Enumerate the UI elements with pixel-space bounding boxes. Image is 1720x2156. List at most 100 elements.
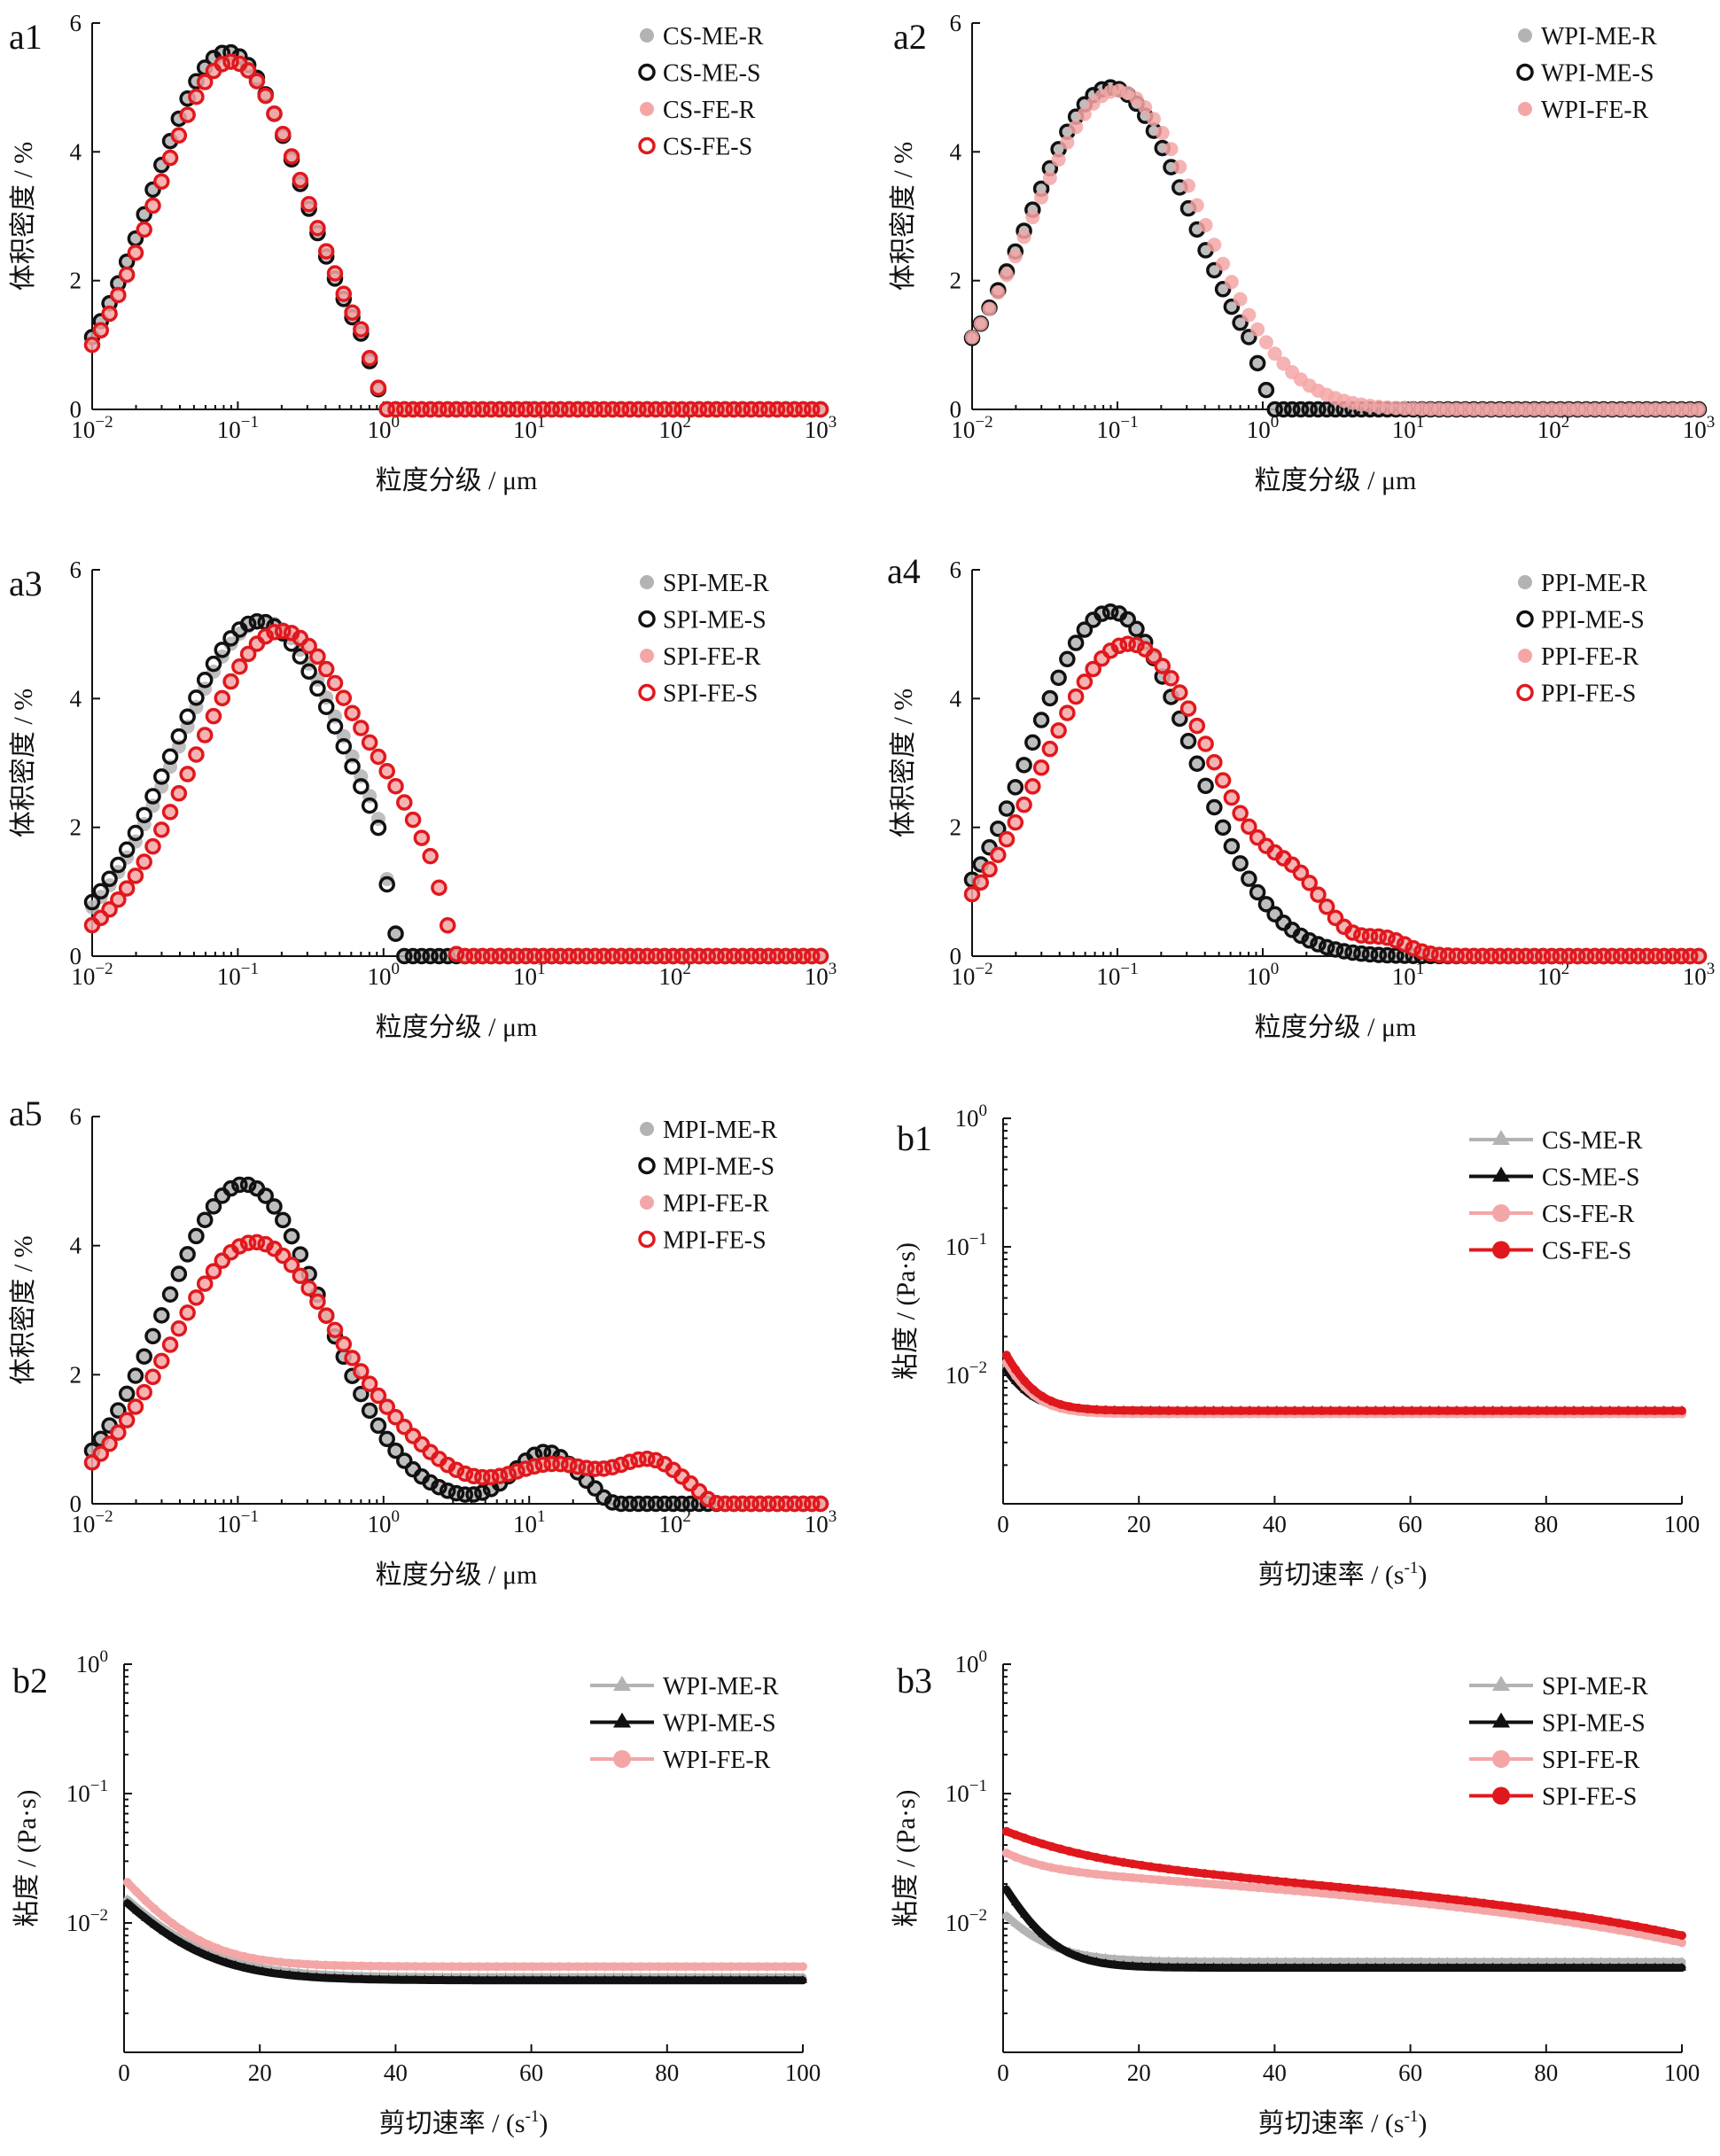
data-point-SPI-FE-R bbox=[1362, 1893, 1372, 1903]
data-point-PPI-FE-S bbox=[1560, 947, 1577, 965]
data-point-SPI-ME-S bbox=[179, 708, 196, 726]
data-point-SPI-FE-S bbox=[1343, 1883, 1353, 1893]
y-tick-label-a3: 0 bbox=[70, 943, 82, 969]
data-point-MPI-FE-S bbox=[300, 1280, 317, 1296]
data-point-CS-FE-S bbox=[1263, 1405, 1272, 1415]
legend-item-CS-ME-R: CS-ME-R bbox=[640, 23, 764, 51]
data-point-SPI-FE-S bbox=[1236, 1872, 1246, 1882]
data-point-MPI-FE-R bbox=[336, 1336, 351, 1351]
data-point-MPI-ME-S bbox=[439, 1483, 456, 1499]
data-point-WPI-ME-S bbox=[249, 1964, 259, 1973]
data-point-CS-FE-S bbox=[786, 401, 803, 418]
data-point-SPI-ME-S bbox=[1416, 1962, 1426, 1971]
data-point-WPI-FE-R bbox=[1025, 210, 1040, 225]
data-point-PPI-ME-S bbox=[1197, 777, 1214, 795]
data-point-MPI-ME-S bbox=[587, 1480, 603, 1497]
data-point-MPI-FE-S bbox=[534, 1456, 552, 1474]
data-point-PPI-FE-R bbox=[1042, 742, 1057, 757]
legend-marker bbox=[1492, 1204, 1510, 1222]
data-point-CS-FE-R bbox=[180, 107, 195, 122]
x-tick-label-a2: 103 bbox=[1683, 413, 1716, 443]
legend-item-SPI-FE-R: SPI-FE-R bbox=[1469, 1747, 1640, 1774]
data-point-MPI-ME-S bbox=[474, 1484, 491, 1501]
data-point-CS-FE-S bbox=[292, 171, 309, 189]
data-point-WPI-FE-R bbox=[195, 1935, 205, 1945]
data-point-SPI-FE-R bbox=[214, 690, 230, 705]
data-point-SPI-FE-S bbox=[1335, 1882, 1344, 1892]
data-point-CS-FE-R bbox=[198, 74, 213, 90]
data-point-SPI-FE-S bbox=[1596, 1915, 1606, 1925]
data-point-WPI-ME-S bbox=[455, 1974, 465, 1983]
data-point-PPI-FE-S bbox=[1301, 875, 1318, 891]
data-point-SPI-FE-S bbox=[1407, 1890, 1417, 1900]
series-SPI-FE-R bbox=[1001, 1849, 1686, 1948]
data-point-SPI-FE-S bbox=[1659, 1926, 1669, 1936]
data-point-MPI-FE-S bbox=[283, 1257, 300, 1273]
data-point-SPI-FE-R bbox=[1335, 1890, 1344, 1900]
panel-label-a5: a5 bbox=[9, 1094, 43, 1133]
data-point-WPI-FE-R bbox=[455, 1962, 465, 1972]
data-point-SPI-ME-R bbox=[1128, 1955, 1138, 1964]
data-point-WPI-ME-S bbox=[492, 1974, 502, 1983]
data-point-CS-FE-S bbox=[1001, 1350, 1011, 1360]
data-point-MPI-FE-R bbox=[180, 1305, 195, 1320]
data-point-PPI-FE-R bbox=[1034, 760, 1049, 775]
data-point-CS-FE-S bbox=[448, 401, 465, 418]
data-point-PPI-FE-S bbox=[1508, 947, 1526, 965]
y-tick-label-a4: 2 bbox=[950, 814, 962, 841]
data-point-SPI-FE-S bbox=[1128, 1859, 1138, 1869]
data-point-PPI-FE-S bbox=[1638, 947, 1655, 965]
data-point-SPI-FE-R bbox=[1317, 1888, 1327, 1898]
data-point-SPI-FE-S bbox=[231, 658, 248, 675]
x-tick-label-a4: 101 bbox=[1392, 960, 1425, 990]
data-point-SPI-ME-S bbox=[1353, 1962, 1363, 1971]
data-point-SPI-FE-S bbox=[127, 868, 144, 884]
data-point-CS-FE-S bbox=[1641, 1405, 1651, 1415]
data-point-PPI-FE-S bbox=[1318, 899, 1335, 915]
data-point-MPI-FE-R bbox=[128, 1399, 143, 1414]
data-point-SPI-FE-R bbox=[319, 662, 334, 677]
data-point-SPI-ME-S bbox=[1641, 1962, 1651, 1971]
data-point-CS-FE-S bbox=[1280, 1405, 1290, 1415]
data-point-CS-FE-S bbox=[1299, 1405, 1309, 1415]
data-point-WPI-ME-S bbox=[654, 1974, 664, 1983]
data-point-SPI-FE-S bbox=[812, 947, 829, 965]
data-point-MPI-ME-S bbox=[665, 1495, 681, 1513]
data-point-SPI-FE-S bbox=[560, 947, 578, 965]
data-point-SPI-FE-S bbox=[1515, 1903, 1525, 1912]
data-point-MPI-FE-S bbox=[170, 1320, 188, 1337]
data-point-SPI-ME-S bbox=[1335, 1962, 1344, 1971]
data-point-SPI-ME-S bbox=[1010, 1897, 1020, 1906]
data-point-WPI-FE-R bbox=[141, 1895, 151, 1905]
data-point-PPI-FE-S bbox=[998, 830, 1016, 848]
data-point-SPI-ME-S bbox=[196, 672, 214, 689]
legend-label: CS-ME-R bbox=[663, 23, 764, 51]
data-point-MPI-FE-S bbox=[101, 1436, 118, 1452]
legend-label: SPI-FE-R bbox=[663, 643, 761, 671]
data-point-SPI-FE-R bbox=[414, 830, 429, 845]
data-point-WPI-ME-S bbox=[564, 1974, 573, 1983]
data-point-WPI-ME-S bbox=[420, 1974, 430, 1983]
data-point-PPI-ME-R bbox=[1189, 756, 1204, 771]
data-point-WPI-FE-R bbox=[1250, 322, 1265, 337]
data-point-WPI-ME-S bbox=[185, 1942, 195, 1951]
data-point-MPI-FE-S bbox=[552, 1455, 569, 1473]
data-point-SPI-ME-S bbox=[153, 768, 170, 785]
data-point-MPI-FE-S bbox=[560, 1457, 578, 1474]
data-point-WPI-FE-R bbox=[438, 1962, 448, 1972]
data-point-PPI-ME-S bbox=[1032, 712, 1050, 728]
data-point-PPI-FE-R bbox=[1189, 719, 1204, 734]
data-point-SPI-ME-R bbox=[1001, 1911, 1011, 1919]
data-point-SPI-ME-S bbox=[1290, 1962, 1300, 1971]
data-point-WPI-ME-S bbox=[771, 1974, 781, 1983]
data-point-MPI-ME-S bbox=[266, 1198, 283, 1215]
data-point-WPI-FE-R bbox=[1042, 170, 1057, 185]
data-point-SPI-ME-S bbox=[205, 655, 222, 673]
data-point-SPI-FE-R bbox=[1118, 1872, 1128, 1881]
data-point-PPI-FE-S bbox=[1569, 947, 1586, 965]
data-point-CS-FE-S bbox=[439, 401, 456, 418]
data-point-CS-FE-S bbox=[1470, 1405, 1480, 1415]
data-point-SPI-ME-S bbox=[1109, 1959, 1119, 1968]
data-point-CS-FE-S bbox=[639, 401, 656, 418]
data-point-SPI-ME-S bbox=[300, 663, 317, 681]
